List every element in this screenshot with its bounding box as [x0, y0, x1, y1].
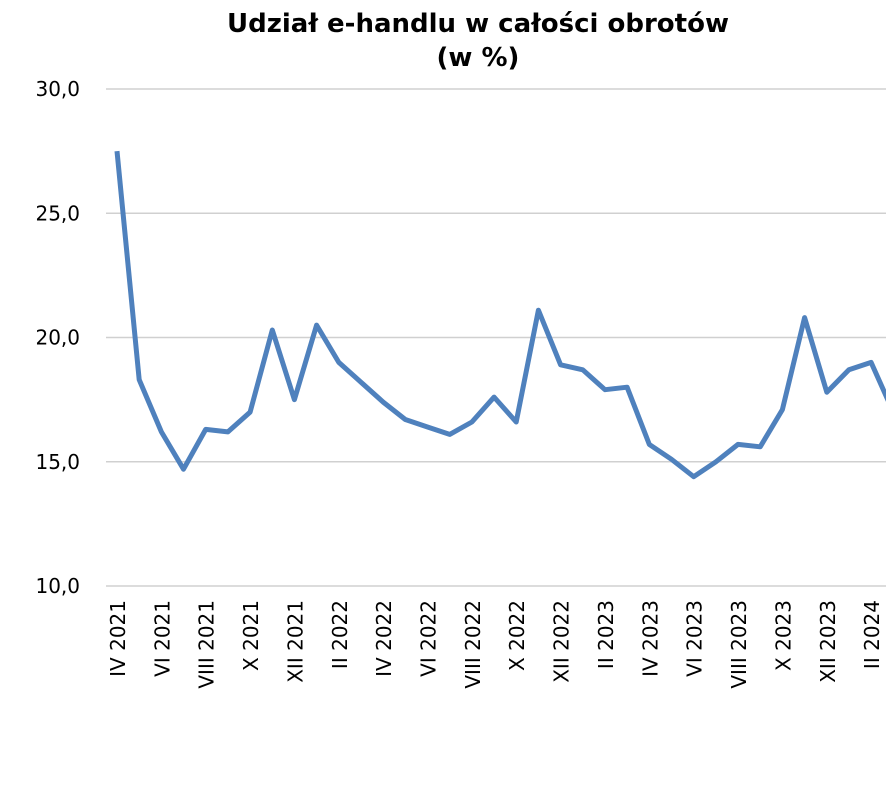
chart-subtitle: (w %) — [437, 43, 520, 73]
x-tick-label: X 2022 — [505, 600, 529, 671]
x-tick-label: II 2022 — [328, 600, 352, 669]
x-tick-label: XII 2023 — [816, 600, 840, 683]
y-tick-label: 15,0 — [35, 450, 80, 474]
y-tick-label: 20,0 — [35, 326, 80, 350]
y-tick-label: 25,0 — [35, 201, 80, 225]
x-tick-label: VI 2023 — [683, 600, 707, 677]
x-tick-label: VI 2021 — [150, 600, 174, 677]
x-tick-label: VIII 2022 — [461, 600, 485, 689]
x-tick-label: IV 2022 — [372, 600, 396, 677]
x-tick-label: VIII 2021 — [195, 600, 219, 689]
x-tick-label: II 2023 — [594, 600, 618, 669]
x-tick-label: IV 2021 — [106, 600, 130, 677]
x-tick-label: VIII 2023 — [727, 600, 751, 689]
x-tick-label: X 2021 — [239, 600, 263, 671]
data-line — [114, 150, 886, 480]
x-tick-label: X 2023 — [771, 600, 795, 671]
y-tick-label: 10,0 — [35, 574, 80, 598]
x-tick-label: XII 2022 — [550, 600, 574, 683]
y-tick-label: 30,0 — [35, 77, 80, 101]
x-tick-label: II 2024 — [860, 600, 884, 669]
x-tick-label: IV 2023 — [638, 600, 662, 677]
x-tick-label: VI 2022 — [417, 600, 441, 677]
chart-title: Udział e-handlu w całości obrotów — [227, 9, 729, 39]
x-tick-label: XII 2021 — [283, 600, 307, 683]
